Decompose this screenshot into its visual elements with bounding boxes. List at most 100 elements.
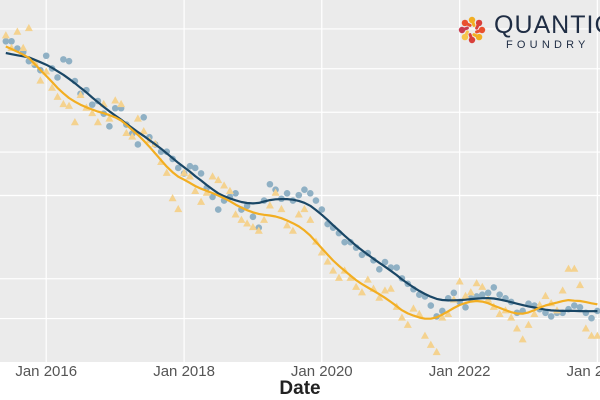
logo-node (461, 33, 469, 41)
data-point-triangle (541, 291, 550, 299)
data-point-triangle (231, 210, 240, 218)
data-point-circle (283, 190, 291, 197)
data-point-triangle (59, 99, 68, 108)
data-point-triangle (19, 43, 28, 51)
logo-subname: FOUNDRY (506, 39, 590, 51)
logo-node (475, 33, 483, 41)
gridlines (0, 0, 600, 362)
data-point-triangle (36, 76, 45, 84)
data-point-triangle (168, 194, 177, 202)
data-point-triangle (478, 282, 487, 290)
data-point-triangle (432, 347, 441, 356)
data-point-triangle (93, 117, 102, 126)
data-point-triangle (426, 340, 435, 348)
data-point-triangle (507, 313, 516, 321)
data-point-triangle (587, 331, 596, 339)
x-tick-label: Jan 2020 (291, 363, 353, 380)
data-point-circle (490, 284, 498, 291)
data-point-circle (209, 193, 216, 201)
data-point-triangle (306, 215, 315, 223)
data-point-triangle (70, 117, 79, 126)
data-point-triangle (438, 313, 447, 321)
trend-line (5, 45, 598, 320)
data-point-triangle (329, 266, 338, 274)
data-point-triangle (403, 320, 412, 328)
x-tick-label: Jan 2016 (15, 363, 77, 380)
data-point-triangle (581, 324, 590, 332)
data-point-triangle (317, 248, 326, 256)
data-point-triangle (122, 128, 131, 137)
data-point-triangle (415, 309, 424, 318)
data-point-triangle (564, 264, 573, 272)
data-point-circle (111, 104, 119, 112)
trend-lines (5, 45, 598, 320)
data-point-triangle (495, 309, 504, 318)
data-point-circle (479, 291, 486, 298)
data-point-circle (134, 141, 142, 148)
logo-mark-icon (458, 16, 486, 44)
data-point-triangle (220, 181, 229, 189)
data-point-circle (174, 164, 182, 172)
data-point-triangle (237, 215, 246, 223)
data-point-triangle (352, 282, 361, 290)
data-point-circle (232, 190, 239, 197)
data-point-circle (462, 304, 469, 311)
data-point-circle (547, 313, 555, 320)
data-point-triangle (409, 304, 418, 312)
data-point-circle (249, 213, 257, 221)
data-point-triangle (593, 331, 600, 339)
data-point-circle (393, 264, 400, 271)
data-point-circle (266, 180, 274, 188)
trend-line (5, 51, 598, 313)
data-point-triangle (466, 288, 475, 296)
data-point-triangle (254, 226, 263, 234)
data-point-triangle (105, 114, 114, 122)
data-point-triangle (576, 280, 585, 289)
data-point-triangle (117, 99, 126, 108)
data-point-triangle (243, 219, 252, 227)
data-point-triangle (375, 293, 384, 301)
data-point-circle (312, 197, 320, 204)
data-point-circle (8, 37, 15, 45)
data-point-triangle (288, 226, 297, 234)
data-point-triangle (88, 108, 97, 117)
data-point-circle (243, 202, 251, 210)
data-point-triangle (48, 83, 57, 91)
data-point-circle (376, 266, 383, 273)
plot-background (0, 0, 600, 362)
data-point-circle (42, 52, 50, 60)
data-point-triangle (357, 288, 366, 296)
data-point-triangle (30, 58, 39, 66)
data-point-triangle (225, 186, 234, 194)
data-point-triangle (524, 320, 533, 328)
data-point-circle (542, 309, 549, 317)
data-point-triangle (185, 172, 194, 180)
data-point-triangle (13, 27, 22, 35)
data-point-triangle (386, 284, 395, 292)
data-point-triangle (513, 324, 522, 332)
data-point-triangle (202, 188, 211, 196)
data-point-triangle (191, 186, 200, 194)
data-point-circle (381, 258, 389, 266)
data-point-triangle (65, 101, 74, 109)
data-point-triangle (248, 222, 257, 231)
logo-node (475, 19, 483, 27)
data-point-circle (295, 191, 303, 199)
data-point-triangle (265, 201, 274, 209)
data-point-triangle (197, 197, 206, 205)
data-point-circle (318, 206, 326, 213)
data-point-triangle (1, 31, 10, 39)
data-point-circle (197, 170, 205, 177)
data-point-circle (306, 190, 314, 197)
data-point-circle (427, 302, 435, 309)
data-point-triangle (111, 96, 120, 104)
data-point-triangle (53, 92, 62, 100)
data-point-circle (214, 206, 222, 213)
data-point-circle (450, 289, 458, 297)
data-point-triangle (260, 215, 269, 223)
data-point-triangle (472, 279, 481, 287)
data-point-circle (484, 289, 492, 297)
logo-node (468, 36, 476, 44)
data-point-triangle (346, 273, 355, 281)
